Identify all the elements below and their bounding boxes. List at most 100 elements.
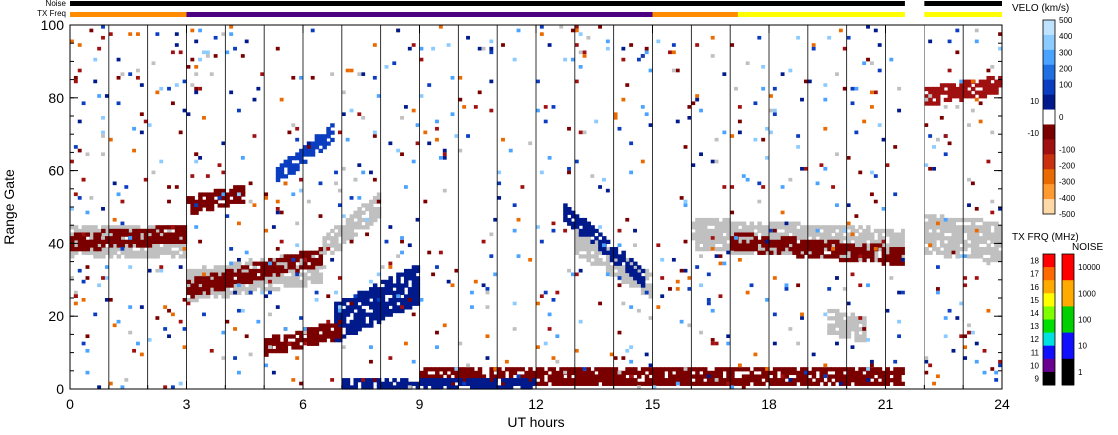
scatter-cell xyxy=(846,225,852,230)
scatter-cell xyxy=(314,137,320,143)
scatter-cell xyxy=(737,363,742,368)
scatter-cell xyxy=(582,225,588,230)
scatter-cell xyxy=(959,232,964,237)
scatter-cell xyxy=(174,43,179,47)
scatter-cell xyxy=(380,308,386,314)
scatter-cell xyxy=(318,134,324,139)
noise-colorbar-label: 10000 xyxy=(1078,263,1101,272)
scatter-cell xyxy=(322,145,327,150)
scatter-cell xyxy=(295,265,300,270)
scatter-cell xyxy=(749,239,755,244)
scatter-cell xyxy=(178,236,184,241)
scatter-cell xyxy=(248,257,253,262)
scatter-cell xyxy=(788,239,793,244)
scatter-cell xyxy=(458,381,463,386)
txfreq-colorbar-label: 10 xyxy=(1030,361,1039,370)
scatter-cell xyxy=(217,287,223,292)
scatter-cell xyxy=(710,341,715,346)
scatter-cell xyxy=(714,228,720,234)
scatter-cell xyxy=(648,294,654,299)
scatter-cell xyxy=(850,312,856,317)
scatter-cell xyxy=(380,294,386,299)
scatter-cell xyxy=(229,276,234,281)
scatter-cell xyxy=(136,228,141,234)
scatter-cell xyxy=(384,290,390,295)
scatter-cell xyxy=(454,134,459,138)
scatter-cell xyxy=(341,90,346,95)
scatter-cell xyxy=(403,378,409,383)
scatter-cell xyxy=(636,57,641,62)
scatter-cell xyxy=(897,86,902,91)
scatter-cell xyxy=(691,367,696,372)
scatter-cell xyxy=(765,298,769,302)
scatter-cell xyxy=(567,381,572,386)
scatter-cell xyxy=(101,130,105,135)
scatter-cell xyxy=(446,43,451,47)
scatter-cell xyxy=(970,94,976,99)
scatter-cell xyxy=(419,374,424,379)
scatter-cell xyxy=(586,236,591,241)
scatter-cell xyxy=(605,272,610,277)
scatter-cell xyxy=(190,174,195,178)
scatter-cell xyxy=(283,261,289,266)
scatter-cell xyxy=(334,319,339,325)
scatter-cell xyxy=(994,221,999,226)
scatter-cell xyxy=(730,225,735,230)
scatter-cell xyxy=(322,243,327,248)
scatter-cell xyxy=(955,254,960,259)
scatter-cell xyxy=(392,308,397,314)
scatter-cell xyxy=(357,323,362,328)
scatter-cell xyxy=(194,65,199,69)
scatter-cell xyxy=(485,356,490,360)
scatter-cell xyxy=(306,268,312,274)
scatter-cell xyxy=(473,374,479,379)
scatter-cell xyxy=(357,210,362,215)
scatter-cell xyxy=(233,199,238,204)
txfreq-colorbar-label: 16 xyxy=(1030,283,1039,292)
scatter-cell xyxy=(147,250,153,255)
scatter-cell xyxy=(163,247,168,252)
scatter-cell xyxy=(322,239,327,244)
scatter-cell xyxy=(108,225,114,230)
scatter-cell xyxy=(757,381,762,386)
scatter-cell xyxy=(858,232,863,237)
scatter-cell xyxy=(702,367,708,372)
scatter-cell xyxy=(823,312,828,317)
scatter-cell xyxy=(213,188,219,194)
txfreq-segment xyxy=(737,12,905,17)
scatter-cell xyxy=(761,250,766,255)
scatter-cell xyxy=(151,243,157,248)
scatter-cell xyxy=(400,236,404,240)
scatter-cell xyxy=(656,367,661,372)
scatter-cell xyxy=(559,367,564,372)
scatter-cell xyxy=(217,283,223,288)
scatter-cell xyxy=(574,348,579,353)
scatter-cell xyxy=(625,367,630,372)
scatter-cell xyxy=(675,367,681,372)
scatter-cell xyxy=(361,381,366,386)
scatter-cell xyxy=(570,57,575,62)
scatter-cell xyxy=(221,141,226,146)
scatter-cell xyxy=(854,316,859,321)
scatter-cell xyxy=(489,46,494,51)
scatter-cell xyxy=(761,228,766,234)
scatter-cell xyxy=(194,207,199,212)
scatter-cell xyxy=(598,25,603,29)
scatter-cell xyxy=(590,261,595,266)
scatter-cell xyxy=(481,239,486,244)
scatter-cell xyxy=(229,283,234,288)
scatter-cell xyxy=(236,370,241,375)
scatter-cell xyxy=(326,141,331,146)
scatter-cell xyxy=(827,254,832,259)
scatter-cell xyxy=(691,225,696,230)
scatter-cell xyxy=(291,276,296,281)
scatter-cell xyxy=(838,367,844,372)
scatter-cell xyxy=(407,272,413,277)
scatter-cell xyxy=(295,243,300,248)
scatter-cell xyxy=(998,239,1003,244)
scatter-cell xyxy=(955,236,960,241)
scatter-cell xyxy=(236,192,241,197)
scatter-cell xyxy=(299,261,304,266)
scatter-cell xyxy=(897,319,902,324)
scatter-cell xyxy=(706,298,711,302)
